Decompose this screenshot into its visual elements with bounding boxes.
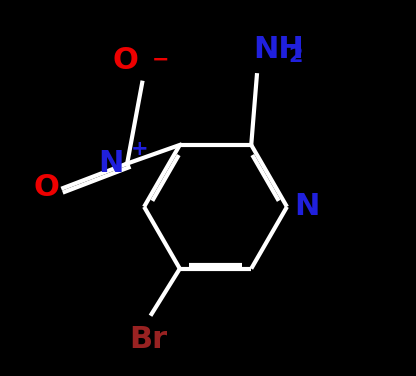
Text: +: + [131, 138, 149, 159]
Text: O: O [34, 173, 59, 203]
Text: −: − [151, 50, 169, 70]
Text: O: O [113, 46, 139, 75]
Text: Br: Br [129, 325, 167, 354]
Text: 2: 2 [289, 46, 303, 66]
Text: N: N [295, 192, 320, 221]
Text: N: N [98, 149, 124, 178]
Text: NH: NH [253, 35, 304, 64]
